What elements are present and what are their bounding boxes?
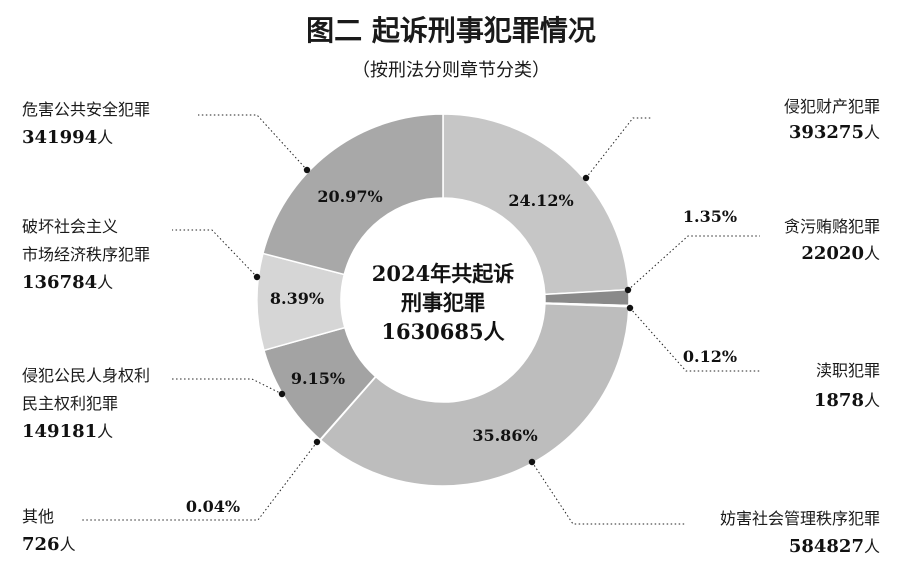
center-label-line-2: 刑事犯罪 bbox=[401, 290, 485, 315]
category-count-3: 1878人 bbox=[814, 390, 880, 411]
category-count-5: 726人 bbox=[22, 534, 76, 555]
percent-label-5: 0.04% bbox=[186, 497, 240, 516]
percent-label-1: 24.12% bbox=[508, 191, 573, 210]
percent-label-3: 0.12% bbox=[683, 347, 737, 366]
category-name-5-line-1: 其他 bbox=[22, 507, 54, 526]
leader-line-2 bbox=[627, 235, 760, 291]
percent-label-6: 9.15% bbox=[291, 369, 345, 388]
category-name-7-line-1: 破坏社会主义 bbox=[22, 217, 118, 236]
category-name-6-line-1: 侵犯公民人身权利 bbox=[22, 366, 150, 385]
leader-dot-6 bbox=[278, 390, 286, 398]
category-count-2: 22020人 bbox=[801, 243, 880, 264]
category-name-7-line-2: 市场经济秩序犯罪 bbox=[22, 245, 150, 264]
percent-label-7: 8.39% bbox=[270, 289, 324, 308]
leader-dot-4 bbox=[528, 458, 536, 466]
category-name-2-line-1: 贪污贿赂犯罪 bbox=[784, 217, 880, 236]
category-count-7: 136784人 bbox=[22, 272, 113, 293]
leader-lines bbox=[80, 114, 760, 525]
category-count-1: 393275人 bbox=[789, 122, 880, 143]
leader-line-3 bbox=[629, 307, 760, 372]
leader-dot-8 bbox=[303, 166, 311, 174]
category-count-6: 149181人 bbox=[22, 421, 113, 442]
category-count-8: 341994人 bbox=[22, 127, 113, 148]
leader-line-6 bbox=[172, 378, 283, 395]
leader-line-1 bbox=[585, 117, 652, 179]
donut-slice-8 bbox=[262, 113, 444, 276]
percent-label-2: 1.35% bbox=[683, 207, 737, 226]
chart-subtitle: （按刑法分则章节分类） bbox=[352, 60, 550, 81]
center-label: 2024年共起诉 刑事犯罪 1630685人 bbox=[372, 261, 514, 344]
category-name-4-line-1: 妨害社会管理秩序犯罪 bbox=[720, 509, 880, 528]
leader-line-5 bbox=[80, 441, 318, 521]
donut-slice-1 bbox=[442, 113, 630, 296]
leader-dot-2 bbox=[624, 286, 632, 294]
leader-dot-5 bbox=[313, 438, 321, 446]
donut-slice-4 bbox=[319, 302, 630, 487]
category-name-6-line-2: 民主权利犯罪 bbox=[22, 394, 118, 413]
center-label-line-1: 2024年共起诉 bbox=[372, 261, 514, 286]
leader-line-7 bbox=[172, 229, 258, 278]
leader-line-8 bbox=[198, 114, 308, 171]
leader-dot-3 bbox=[626, 304, 634, 312]
leader-dot-7 bbox=[253, 273, 261, 281]
donut-slices bbox=[256, 113, 630, 487]
leader-line-4 bbox=[531, 461, 686, 525]
category-count-4: 584827人 bbox=[789, 536, 880, 557]
category-name-1-line-1: 侵犯财产犯罪 bbox=[784, 97, 880, 116]
chart-title: 图二 起诉刑事犯罪情况 bbox=[306, 14, 596, 47]
center-label-line-3: 1630685人 bbox=[381, 319, 504, 344]
category-name-3-line-1: 渎职犯罪 bbox=[816, 361, 880, 380]
category-name-8-line-1: 危害公共安全犯罪 bbox=[22, 100, 150, 119]
percent-label-4: 35.86% bbox=[472, 426, 537, 445]
leader-dot-1 bbox=[582, 174, 590, 182]
percent-labels: 24.12% 1.35% 0.12% 35.86% 0.04% 9.15% 8.39% 20.… bbox=[186, 187, 737, 516]
percent-label-8: 20.97% bbox=[317, 187, 382, 206]
